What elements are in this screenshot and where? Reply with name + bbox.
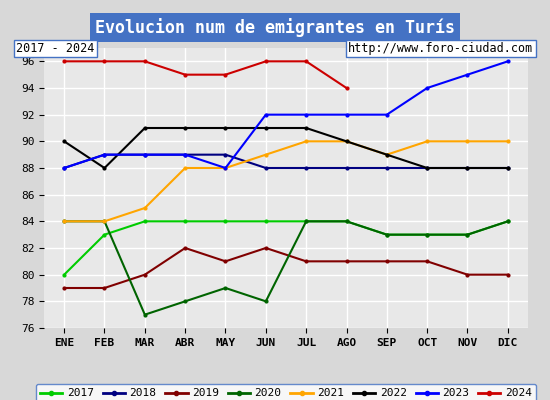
Text: 2017 - 2024: 2017 - 2024 [16, 42, 95, 55]
Text: http://www.foro-ciudad.com: http://www.foro-ciudad.com [348, 42, 534, 55]
Legend: 2017, 2018, 2019, 2020, 2021, 2022, 2023, 2024: 2017, 2018, 2019, 2020, 2021, 2022, 2023… [36, 384, 536, 400]
Text: Evolucion num de emigrantes en Turís: Evolucion num de emigrantes en Turís [95, 18, 455, 37]
